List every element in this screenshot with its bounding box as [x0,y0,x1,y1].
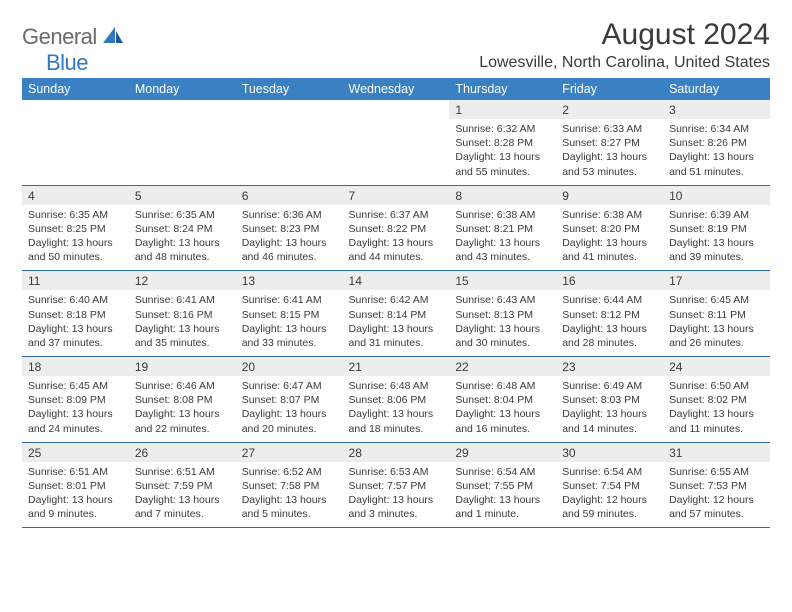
day-detail-cell: Sunrise: 6:54 AMSunset: 7:55 PMDaylight:… [449,462,556,528]
day-detail-row: Sunrise: 6:35 AMSunset: 8:25 PMDaylight:… [22,205,770,271]
day-detail-cell: Sunrise: 6:49 AMSunset: 8:03 PMDaylight:… [556,376,663,442]
day-detail-cell: Sunrise: 6:53 AMSunset: 7:57 PMDaylight:… [343,462,450,528]
day-detail-cell: Sunrise: 6:51 AMSunset: 8:01 PMDaylight:… [22,462,129,528]
day-detail-cell: Sunrise: 6:47 AMSunset: 8:07 PMDaylight:… [236,376,343,442]
day-detail-cell: Sunrise: 6:45 AMSunset: 8:11 PMDaylight:… [663,290,770,356]
day-number-cell: 28 [343,442,450,462]
day-detail-cell [22,119,129,185]
day-number-cell: 1 [449,100,556,119]
day-number-cell: 4 [22,185,129,205]
weekday-header: Wednesday [343,78,450,100]
day-number-cell: 7 [343,185,450,205]
day-detail-cell [236,119,343,185]
day-number-cell: 8 [449,185,556,205]
day-number-cell: 29 [449,442,556,462]
day-detail-cell: Sunrise: 6:42 AMSunset: 8:14 PMDaylight:… [343,290,450,356]
day-number-cell: 25 [22,442,129,462]
day-number-cell [236,100,343,119]
location: Lowesville, North Carolina, United State… [479,54,770,72]
day-number-cell: 21 [343,357,450,377]
logo-text-general: General [22,24,97,50]
day-detail-row: Sunrise: 6:45 AMSunset: 8:09 PMDaylight:… [22,376,770,442]
day-number-cell: 13 [236,271,343,291]
day-detail-cell: Sunrise: 6:55 AMSunset: 7:53 PMDaylight:… [663,462,770,528]
day-number-cell [22,100,129,119]
day-detail-cell: Sunrise: 6:52 AMSunset: 7:58 PMDaylight:… [236,462,343,528]
weekday-header: Monday [129,78,236,100]
day-detail-cell: Sunrise: 6:50 AMSunset: 8:02 PMDaylight:… [663,376,770,442]
weekday-header: Sunday [22,78,129,100]
weekday-header: Friday [556,78,663,100]
day-detail-cell: Sunrise: 6:44 AMSunset: 8:12 PMDaylight:… [556,290,663,356]
day-number-cell: 2 [556,100,663,119]
day-number-cell: 18 [22,357,129,377]
day-detail-cell: Sunrise: 6:38 AMSunset: 8:20 PMDaylight:… [556,205,663,271]
day-number-cell: 27 [236,442,343,462]
calendar-table: Sunday Monday Tuesday Wednesday Thursday… [22,78,770,528]
day-number-cell: 17 [663,271,770,291]
day-detail-cell: Sunrise: 6:48 AMSunset: 8:04 PMDaylight:… [449,376,556,442]
day-number-cell: 20 [236,357,343,377]
day-detail-cell: Sunrise: 6:43 AMSunset: 8:13 PMDaylight:… [449,290,556,356]
weekday-header: Thursday [449,78,556,100]
day-number-cell: 31 [663,442,770,462]
day-detail-cell: Sunrise: 6:41 AMSunset: 8:15 PMDaylight:… [236,290,343,356]
day-detail-cell [129,119,236,185]
day-number-row: 18192021222324 [22,357,770,377]
header: General August 2024 Lowesville, North Ca… [22,18,770,72]
day-detail-cell [343,119,450,185]
logo-sail-icon [101,25,125,50]
day-detail-row: Sunrise: 6:51 AMSunset: 8:01 PMDaylight:… [22,462,770,528]
weekday-header-row: Sunday Monday Tuesday Wednesday Thursday… [22,78,770,100]
day-number-cell: 15 [449,271,556,291]
day-number-cell: 26 [129,442,236,462]
day-number-cell: 9 [556,185,663,205]
weekday-header: Tuesday [236,78,343,100]
day-detail-cell: Sunrise: 6:35 AMSunset: 8:25 PMDaylight:… [22,205,129,271]
weekday-header: Saturday [663,78,770,100]
day-detail-cell: Sunrise: 6:46 AMSunset: 8:08 PMDaylight:… [129,376,236,442]
day-detail-cell: Sunrise: 6:45 AMSunset: 8:09 PMDaylight:… [22,376,129,442]
day-number-cell: 6 [236,185,343,205]
day-number-cell [343,100,450,119]
day-number-cell: 22 [449,357,556,377]
day-detail-cell: Sunrise: 6:48 AMSunset: 8:06 PMDaylight:… [343,376,450,442]
day-number-cell: 23 [556,357,663,377]
day-detail-cell: Sunrise: 6:41 AMSunset: 8:16 PMDaylight:… [129,290,236,356]
day-detail-cell: Sunrise: 6:40 AMSunset: 8:18 PMDaylight:… [22,290,129,356]
day-number-cell: 12 [129,271,236,291]
logo: General [22,18,127,50]
day-number-cell: 16 [556,271,663,291]
day-number-row: 11121314151617 [22,271,770,291]
day-detail-cell: Sunrise: 6:39 AMSunset: 8:19 PMDaylight:… [663,205,770,271]
day-number-cell: 5 [129,185,236,205]
day-number-row: 123 [22,100,770,119]
day-detail-cell: Sunrise: 6:51 AMSunset: 7:59 PMDaylight:… [129,462,236,528]
day-detail-cell: Sunrise: 6:34 AMSunset: 8:26 PMDaylight:… [663,119,770,185]
day-number-row: 45678910 [22,185,770,205]
day-number-cell [129,100,236,119]
day-detail-row: Sunrise: 6:40 AMSunset: 8:18 PMDaylight:… [22,290,770,356]
day-detail-row: Sunrise: 6:32 AMSunset: 8:28 PMDaylight:… [22,119,770,185]
day-number-row: 25262728293031 [22,442,770,462]
day-number-cell: 3 [663,100,770,119]
day-detail-cell: Sunrise: 6:37 AMSunset: 8:22 PMDaylight:… [343,205,450,271]
day-number-cell: 11 [22,271,129,291]
day-number-cell: 19 [129,357,236,377]
day-number-cell: 24 [663,357,770,377]
logo-text-blue: Blue [46,50,88,76]
month-title: August 2024 [479,18,770,52]
day-detail-cell: Sunrise: 6:33 AMSunset: 8:27 PMDaylight:… [556,119,663,185]
day-detail-cell: Sunrise: 6:35 AMSunset: 8:24 PMDaylight:… [129,205,236,271]
day-detail-cell: Sunrise: 6:32 AMSunset: 8:28 PMDaylight:… [449,119,556,185]
day-number-cell: 14 [343,271,450,291]
day-detail-cell: Sunrise: 6:36 AMSunset: 8:23 PMDaylight:… [236,205,343,271]
day-detail-cell: Sunrise: 6:54 AMSunset: 7:54 PMDaylight:… [556,462,663,528]
day-number-cell: 30 [556,442,663,462]
day-detail-cell: Sunrise: 6:38 AMSunset: 8:21 PMDaylight:… [449,205,556,271]
day-number-cell: 10 [663,185,770,205]
